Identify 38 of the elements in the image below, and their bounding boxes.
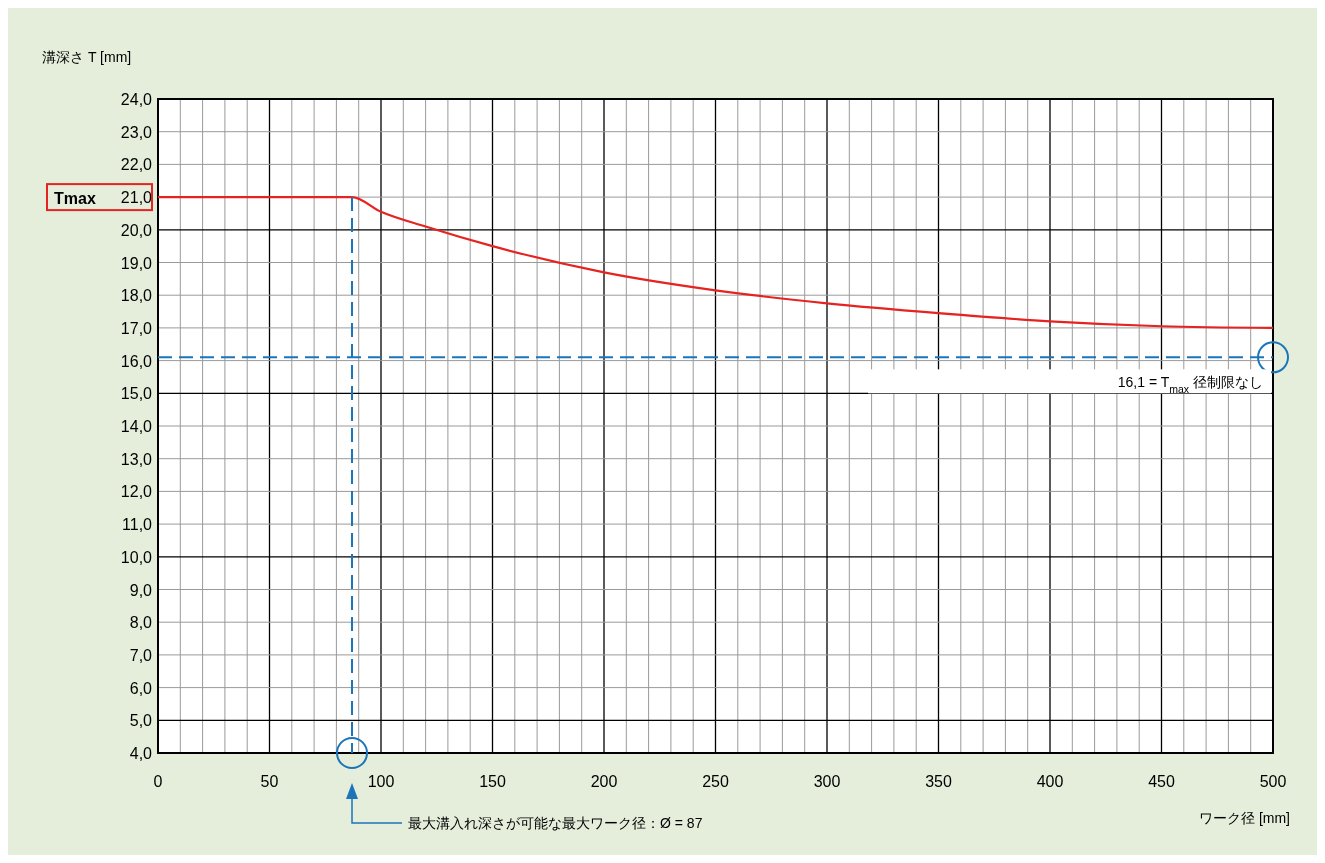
x-tick-label: 50 — [260, 773, 279, 790]
y-tick-label: 24,0 — [120, 91, 153, 108]
x-axis-title: ワーク径 [mm] — [1199, 810, 1290, 826]
y-tick-label: 8,0 — [129, 614, 153, 632]
legend-label: 16,1 = T$_{max}$ 径制限なし — [1117, 374, 1263, 396]
text: Tmax — [54, 190, 96, 208]
y-axis-title: 溝深さ T [mm] — [42, 49, 132, 65]
x-tick-label: 100 — [367, 773, 395, 790]
y-tick-label: 9,0 — [129, 581, 153, 599]
y-tick-label: 15,0 — [120, 385, 153, 403]
line-series — [156, 196, 1275, 329]
y-tick-label: 4,0 — [129, 745, 153, 762]
y-tick-label: 20,0 — [120, 221, 153, 239]
y-tick-label: 16,0 — [120, 352, 153, 370]
y-tick-label: 13,0 — [120, 450, 153, 468]
x-tick-label: 350 — [925, 773, 952, 790]
y-tick-label: 19,0 — [120, 254, 153, 272]
y-tick-label: 22,0 — [120, 156, 153, 174]
text: 最大溝入れ深さが可能な最大ワーク径：Ø = 87 — [408, 815, 703, 831]
y-tick-label: 12,0 — [120, 483, 153, 501]
y-tick-label: 10,0 — [120, 548, 153, 566]
y-tick-label: 6,0 — [129, 679, 153, 697]
x-tick-label: 150 — [479, 773, 506, 790]
y-tick-label: 21,0 — [120, 189, 153, 207]
y-tick-label: 5,0 — [129, 712, 153, 730]
x-tick-label: 450 — [1148, 773, 1175, 790]
y-tick-label: 11,0 — [122, 516, 153, 534]
y-tick-label: 17,0 — [120, 319, 153, 337]
x-tick-label: 400 — [1036, 773, 1064, 790]
x-tick-label: 0 — [153, 773, 163, 790]
x-tick-label: 250 — [702, 773, 729, 790]
y-tick-label: 7,0 — [129, 646, 153, 664]
y-tick-label: 23,0 — [120, 123, 153, 141]
x-tick-label: 200 — [590, 773, 618, 790]
x-tick-label: 300 — [813, 773, 841, 790]
y-tick-label: 18,0 — [120, 287, 153, 305]
y-tick-label: 14,0 — [120, 418, 153, 435]
x-tick-label: 500 — [1259, 773, 1287, 790]
